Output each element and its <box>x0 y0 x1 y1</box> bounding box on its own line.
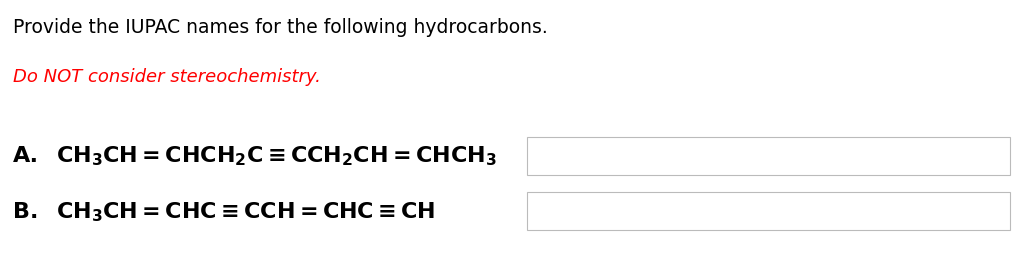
Bar <box>527 137 1010 175</box>
Text: Do NOT consider stereochemistry.: Do NOT consider stereochemistry. <box>13 68 322 86</box>
Bar <box>527 192 1010 230</box>
Text: $\mathdefault{CH_3CH{=}CHCH_2C{\equiv}CCH_2CH{=}CHCH_3}$: $\mathdefault{CH_3CH{=}CHCH_2C{\equiv}CC… <box>56 144 498 168</box>
Text: A.: A. <box>13 146 39 166</box>
Text: B.: B. <box>13 202 39 222</box>
Text: Provide the IUPAC names for the following hydrocarbons.: Provide the IUPAC names for the followin… <box>13 18 548 37</box>
Text: $\mathdefault{CH_3CH{=}CHC{\equiv}CCH{=}CHC{\equiv}CH}$: $\mathdefault{CH_3CH{=}CHC{\equiv}CCH{=}… <box>56 200 436 224</box>
